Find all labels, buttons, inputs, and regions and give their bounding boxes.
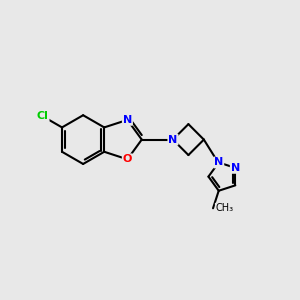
Text: Cl: Cl bbox=[37, 111, 49, 121]
Text: O: O bbox=[123, 154, 132, 164]
Text: N: N bbox=[214, 158, 223, 167]
Text: N: N bbox=[123, 115, 132, 125]
Text: CH₃: CH₃ bbox=[215, 203, 233, 213]
Text: N: N bbox=[231, 163, 240, 173]
Text: N: N bbox=[168, 135, 178, 145]
